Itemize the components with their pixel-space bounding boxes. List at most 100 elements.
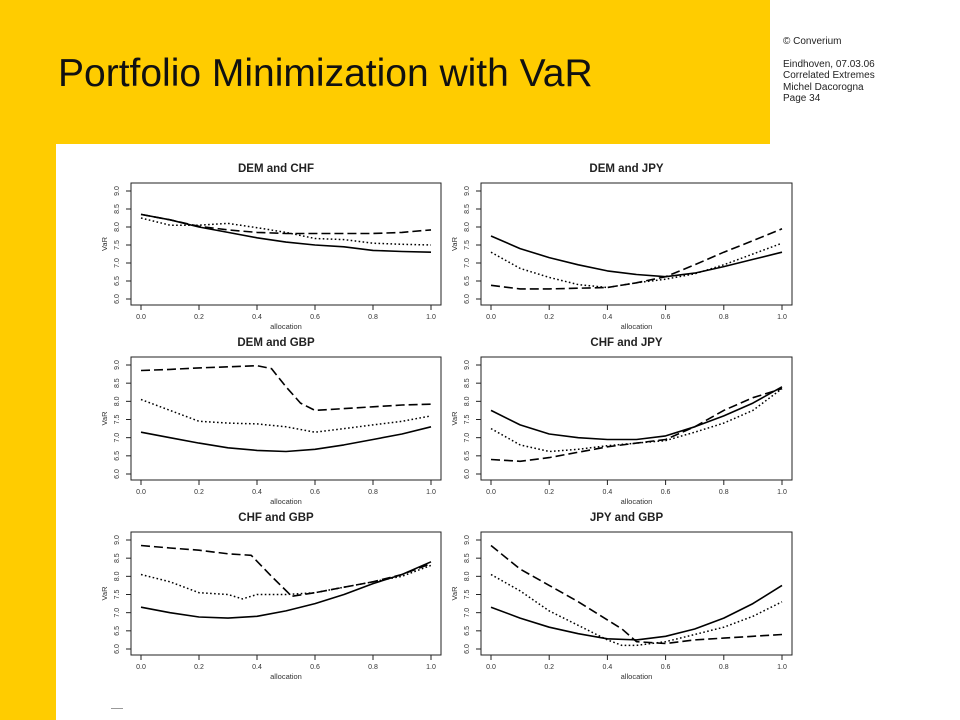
y-tick-label: 8.5 <box>114 204 121 214</box>
series-line-dotted <box>140 217 432 246</box>
y-tick-label: 8.0 <box>114 222 121 232</box>
chart-title: DEM and CHF <box>238 163 314 175</box>
chart-title: DEM and JPY <box>589 163 663 175</box>
series-line-solid <box>490 584 783 641</box>
y-tick-label: 9.0 <box>464 186 471 196</box>
chart-title: DEM and GBP <box>237 337 315 349</box>
series-line-dashed <box>140 364 432 412</box>
series-line-dotted <box>140 564 432 600</box>
y-tick-label: 8.5 <box>464 378 471 388</box>
header-band <box>0 0 770 144</box>
y-tick-label: 6.0 <box>464 469 471 479</box>
x-axis-label: allocation <box>270 672 302 681</box>
plot-frame <box>130 356 442 481</box>
x-tick-label: 0.6 <box>310 664 320 671</box>
x-tick-label: 0.4 <box>252 489 262 496</box>
x-tick-label: 0.2 <box>194 489 204 496</box>
plot-frame <box>480 182 793 306</box>
slide-meta: © Converium Eindhoven, 07.03.06 Correlat… <box>783 36 875 105</box>
y-tick-label: 8.0 <box>464 396 471 406</box>
x-tick-label: 0.8 <box>719 314 729 321</box>
y-tick-label: 6.5 <box>114 626 121 636</box>
y-tick-label: 7.0 <box>114 258 121 268</box>
x-axis-label: allocation <box>621 322 653 331</box>
meta-line: Michel Dacorogna <box>783 81 864 93</box>
x-tick-label: 0.4 <box>603 314 613 321</box>
x-tick-label: 0.6 <box>661 664 671 671</box>
y-tick-label: 9.0 <box>114 360 121 370</box>
y-axis-label: VaR <box>450 411 459 426</box>
x-tick-label: 0.8 <box>368 314 378 321</box>
chart-title: CHF and GBP <box>238 512 314 524</box>
x-tick-label: 1.0 <box>777 664 787 671</box>
y-tick-label: 7.5 <box>114 240 121 250</box>
chart-title: JPY and GBP <box>590 512 664 524</box>
y-tick-label: 6.5 <box>464 626 471 636</box>
x-axis-label: allocation <box>270 497 302 506</box>
x-tick-label: 1.0 <box>426 489 436 496</box>
y-tick-label: 8.0 <box>464 222 471 232</box>
x-tick-label: 0.6 <box>310 314 320 321</box>
y-tick-label: 6.0 <box>464 644 471 654</box>
series-line-solid <box>140 426 432 453</box>
y-tick-label: 8.5 <box>464 553 471 563</box>
series-line-dashed <box>490 387 783 463</box>
y-tick-label: 6.0 <box>464 294 471 304</box>
y-tick-label: 9.0 <box>464 360 471 370</box>
y-tick-label: 7.0 <box>114 433 121 443</box>
series-line-solid <box>490 235 783 278</box>
x-tick-label: 0.6 <box>661 489 671 496</box>
plot-frame <box>130 182 442 306</box>
y-tick-label: 8.5 <box>114 553 121 563</box>
y-tick-label: 6.5 <box>114 276 121 286</box>
y-tick-label: 9.0 <box>464 535 471 545</box>
page-title: Portfolio Minimization with VaR <box>58 52 593 95</box>
y-tick-label: 6.0 <box>114 644 121 654</box>
x-tick-label: 0.0 <box>486 314 496 321</box>
copyright-text: © Converium <box>783 36 842 47</box>
x-tick-label: 0.0 <box>486 664 496 671</box>
series-line-dotted <box>490 242 783 289</box>
y-tick-label: 8.5 <box>464 204 471 214</box>
y-tick-label: 7.0 <box>114 608 121 618</box>
x-tick-label: 0.0 <box>486 489 496 496</box>
y-tick-label: 8.0 <box>464 571 471 581</box>
y-axis-label: VaR <box>450 236 459 251</box>
footer-mark <box>111 708 123 709</box>
meta-line: Eindhoven, 07.03.06 <box>783 58 875 70</box>
y-tick-label: 8.5 <box>114 378 121 388</box>
y-axis-label: VaR <box>100 236 109 251</box>
x-tick-label: 0.8 <box>368 664 378 671</box>
y-tick-label: 6.5 <box>464 276 471 286</box>
series-line-dashed <box>490 544 783 645</box>
x-tick-label: 0.2 <box>194 664 204 671</box>
plot-frame <box>480 531 793 656</box>
series-line-solid <box>140 561 432 619</box>
y-tick-label: 6.0 <box>114 469 121 479</box>
x-tick-label: 0.0 <box>136 314 146 321</box>
y-tick-label: 7.5 <box>464 415 471 425</box>
y-tick-label: 6.0 <box>114 294 121 304</box>
x-tick-label: 0.2 <box>194 314 204 321</box>
chart-title: CHF and JPY <box>590 337 663 349</box>
x-axis-label: allocation <box>621 497 653 506</box>
series-line-dotted <box>490 387 783 453</box>
y-tick-label: 7.0 <box>464 258 471 268</box>
x-tick-label: 0.8 <box>719 489 729 496</box>
y-tick-label: 9.0 <box>114 186 121 196</box>
y-axis-label: VaR <box>450 586 459 601</box>
y-tick-label: 7.5 <box>114 590 121 600</box>
meta-line: Page 34 <box>783 93 821 104</box>
plot-frame <box>130 531 442 656</box>
x-tick-label: 1.0 <box>777 489 787 496</box>
y-tick-label: 7.5 <box>464 240 471 250</box>
y-tick-label: 7.0 <box>464 608 471 618</box>
y-tick-label: 6.5 <box>464 451 471 461</box>
x-axis-label: allocation <box>621 672 653 681</box>
x-tick-label: 0.2 <box>544 489 554 496</box>
y-tick-label: 8.0 <box>114 571 121 581</box>
x-tick-label: 0.0 <box>136 489 146 496</box>
x-tick-label: 0.4 <box>252 314 262 321</box>
series-line-dashed <box>140 213 432 235</box>
